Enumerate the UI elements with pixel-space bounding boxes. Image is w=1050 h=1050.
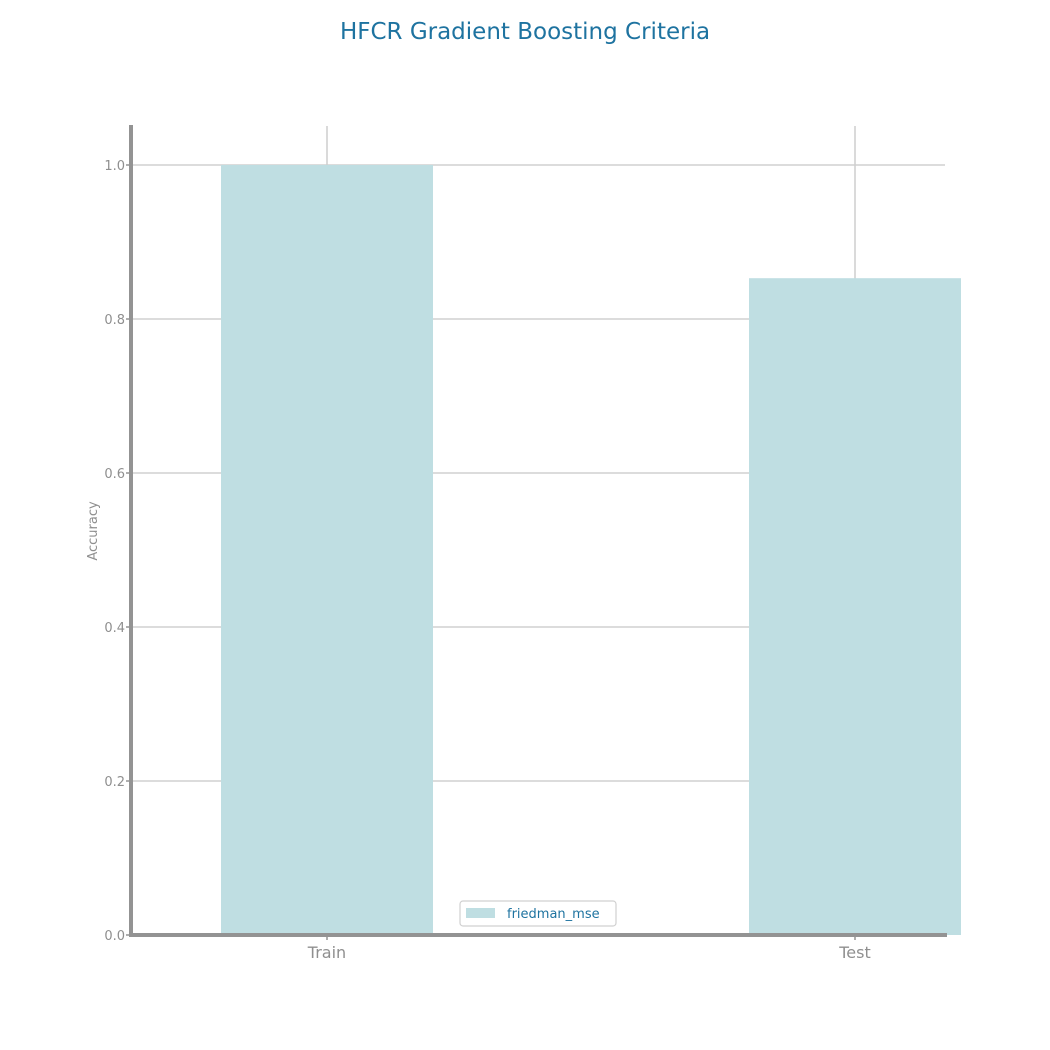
y-axis-title: Accuracy <box>86 501 101 561</box>
tick-labels: 0.0 0.2 0.4 0.6 0.8 1.0 Train Test <box>104 159 870 962</box>
y-tick-label-0.2: 0.2 <box>104 775 125 790</box>
x-tick-label-test: Test <box>838 943 871 962</box>
bar-test <box>749 278 961 935</box>
axes <box>129 125 947 937</box>
x-tick-label-train: Train <box>307 943 346 962</box>
y-tick-label-1.0: 1.0 <box>104 159 125 174</box>
bars <box>221 165 961 935</box>
y-tick-label-0.6: 0.6 <box>104 467 125 482</box>
chart-title: HFCR Gradient Boosting Criteria <box>340 19 710 45</box>
legend: friedman_mse <box>459 900 617 927</box>
bar-train <box>221 165 433 935</box>
y-tick-label-0.0: 0.0 <box>104 929 125 944</box>
legend-box <box>459 900 617 927</box>
y-tick-label-0.4: 0.4 <box>104 621 125 636</box>
y-tick-label-0.8: 0.8 <box>104 313 125 328</box>
legend-swatch-friedman-mse <box>466 908 495 918</box>
legend-label-friedman-mse: friedman_mse <box>507 907 600 922</box>
